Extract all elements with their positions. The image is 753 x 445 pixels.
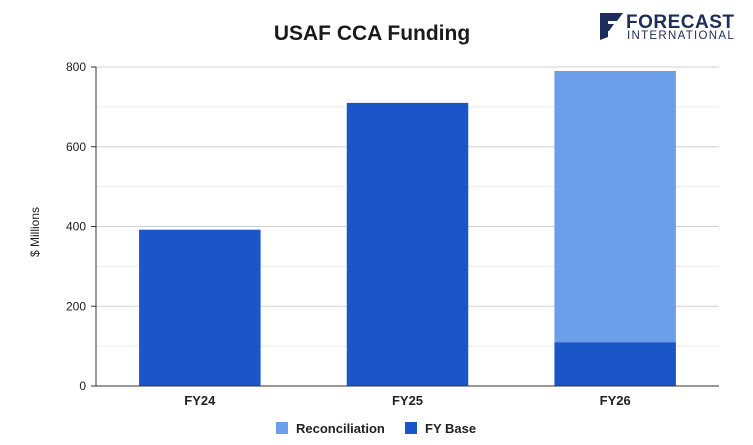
legend-swatch-fy-base xyxy=(405,422,417,434)
legend-swatch-reconciliation xyxy=(276,422,288,434)
bar-fy24-fy-base xyxy=(139,229,261,386)
y-axis-title: $ Millions xyxy=(28,207,42,257)
legend-label-fy-base: FY Base xyxy=(425,421,476,436)
x-tick-label-fy24: FY24 xyxy=(184,393,216,408)
bar-fy26-fy-base xyxy=(554,342,676,386)
x-tick-label-fy26: FY26 xyxy=(600,393,631,408)
y-tick-label: 800 xyxy=(66,60,86,74)
logo-name: FORECAST xyxy=(626,12,735,33)
x-axis: FY24 FY25 FY26 xyxy=(96,385,719,408)
chart-title: USAF CCA Funding xyxy=(274,22,470,45)
y-tick-label: 200 xyxy=(66,299,86,313)
legend-label-reconciliation: Reconciliation xyxy=(296,421,385,436)
bar-fy26-reconciliation xyxy=(554,70,676,343)
y-tick-label: 400 xyxy=(66,220,86,234)
y-tick-label: 0 xyxy=(79,379,86,393)
y-tick-label: 600 xyxy=(66,140,86,154)
bars xyxy=(139,70,676,386)
legend: Reconciliation FY Base xyxy=(276,421,476,436)
bar-fy25-fy-base xyxy=(346,102,469,386)
logo-subtitle: INTERNATIONAL xyxy=(627,30,735,42)
x-tick-label-fy25: FY25 xyxy=(392,393,423,408)
logo-mark-icon xyxy=(600,13,623,40)
forecast-international-logo: FORECAST INTERNATIONAL xyxy=(600,12,735,42)
y-axis: 0 200 400 600 800 xyxy=(66,60,97,393)
